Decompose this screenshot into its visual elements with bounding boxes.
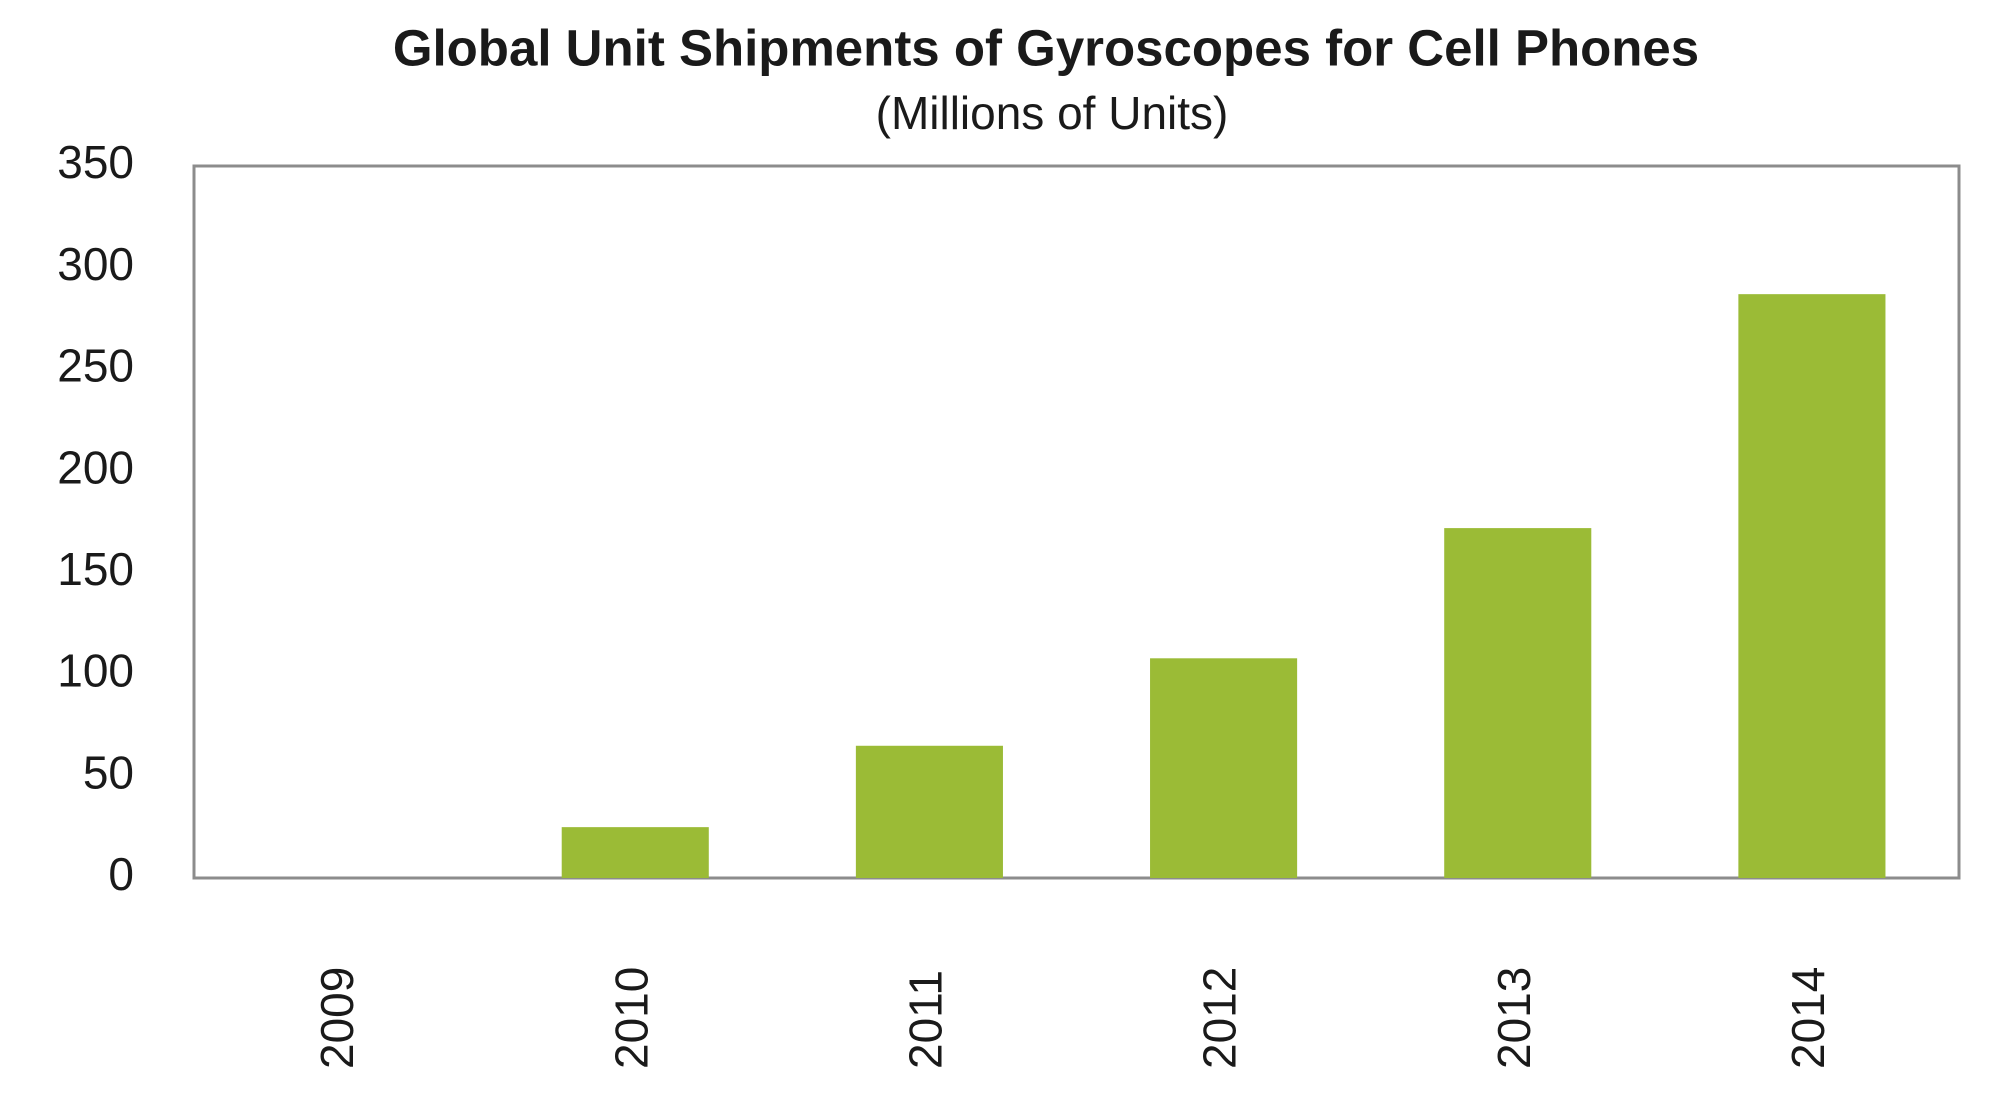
bar (1150, 658, 1298, 878)
y-tick-label: 250 (57, 340, 134, 392)
y-tick-label: 50 (83, 746, 134, 798)
x-tick-label: 2014 (1782, 967, 1834, 1069)
x-tick-label: 2012 (1194, 967, 1246, 1069)
plot-frame (192, 164, 1961, 880)
x-tick-label: 2010 (605, 967, 657, 1069)
x-tick-label: 2013 (1488, 967, 1540, 1069)
x-tick-label: 2009 (311, 967, 363, 1069)
bar (855, 745, 1003, 878)
y-tick-label: 100 (57, 645, 134, 697)
x-tick-label: 2011 (900, 970, 952, 1069)
y-tick-label: 0 (108, 848, 134, 900)
chart-subtitle: (Millions of Units) (876, 87, 1229, 139)
bar (561, 827, 709, 878)
bar (1444, 528, 1592, 878)
y-tick-label: 200 (57, 441, 134, 493)
y-tick-label: 350 (57, 136, 134, 188)
chart-title: Global Unit Shipments of Gyroscopes for … (393, 19, 1699, 76)
y-tick-label: 150 (57, 543, 134, 595)
y-tick-label: 300 (57, 238, 134, 290)
bar (1738, 294, 1886, 878)
